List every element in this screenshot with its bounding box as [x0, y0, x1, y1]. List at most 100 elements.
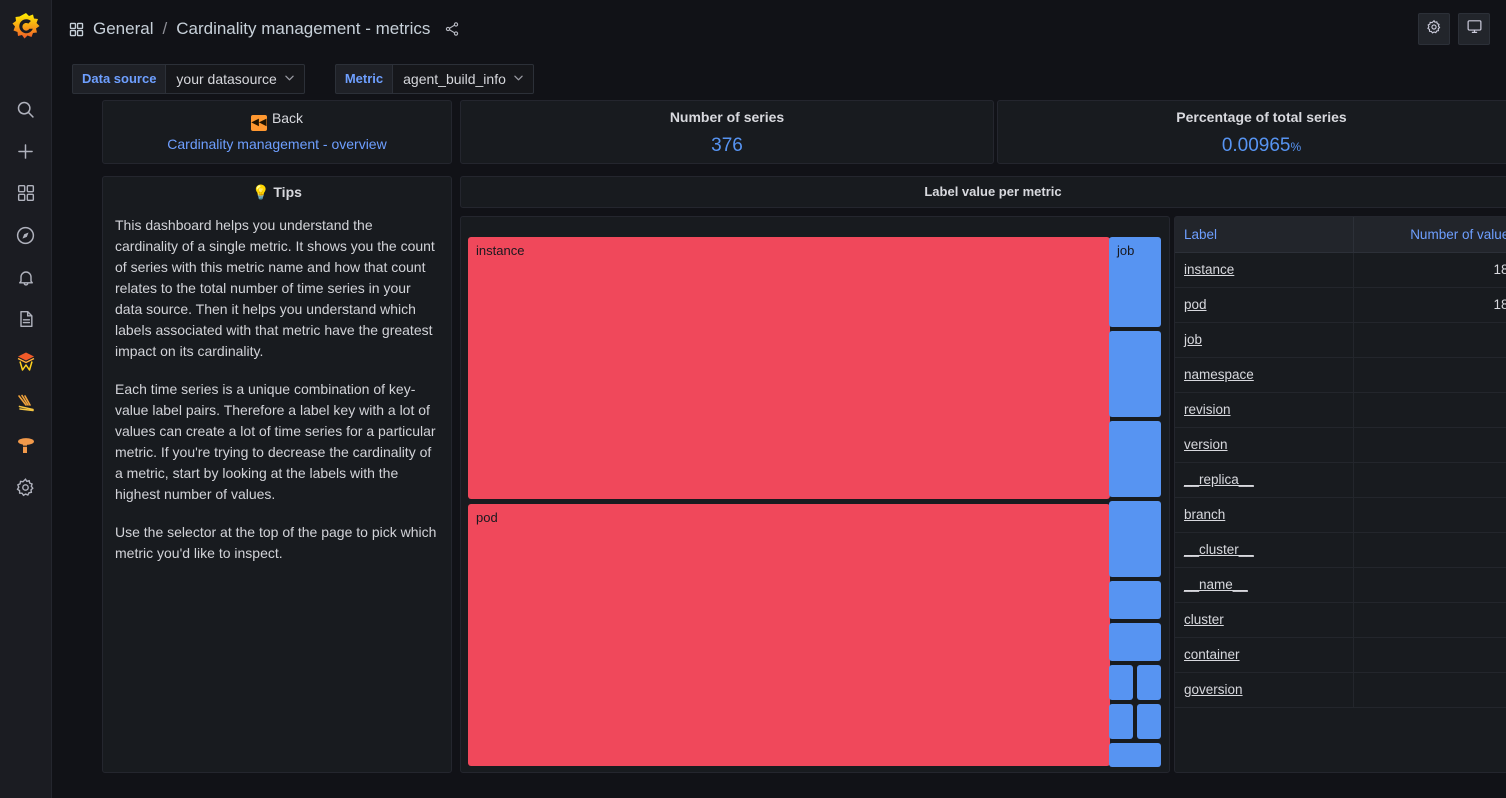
sidebar-item-pyroscope[interactable] [2, 424, 50, 466]
treemap-cell-goversion[interactable] [1109, 743, 1161, 767]
cell-number-of-values: 4 [1353, 392, 1506, 428]
dashboard-canvas: ◀◀ Back Cardinality management - overview… [52, 100, 1506, 798]
compass-icon [15, 225, 36, 246]
treemap-cell-__cluster__[interactable] [1109, 665, 1133, 700]
chevron-down-icon [514, 74, 523, 84]
cell-label: pod [1175, 287, 1354, 323]
grafana-logo-icon[interactable] [7, 8, 45, 46]
variable-datasource: Data source your datasource [72, 64, 305, 94]
panel-number-of-series: Number of series 376 [460, 100, 994, 164]
cell-label: branch [1175, 497, 1354, 533]
back-overview-link[interactable]: Cardinality management - overview [167, 136, 387, 152]
treemap-cell-job[interactable]: job [1109, 237, 1161, 327]
treemap-cell-pod[interactable]: pod [468, 504, 1110, 766]
sidebar-item-explore[interactable] [2, 214, 50, 256]
bell-icon [16, 267, 36, 287]
treemap-cell-__name__[interactable] [1137, 665, 1161, 700]
pyroscope-logo-icon [14, 433, 38, 457]
cell-number-of-values: 1 [1353, 532, 1506, 568]
chevron-down-icon [285, 74, 294, 84]
label-link[interactable]: instance [1184, 262, 1235, 277]
label-link[interactable]: __name__ [1184, 577, 1248, 592]
cell-label: job [1175, 322, 1354, 358]
treemap-cell-version[interactable] [1109, 501, 1161, 577]
label-link[interactable]: namespace [1184, 367, 1254, 382]
treemap-cell-__replica__[interactable] [1109, 581, 1161, 619]
table-row: __name__ 1 [1175, 567, 1506, 603]
sidebar-item-dashboards[interactable] [2, 172, 50, 214]
label-link[interactable]: __cluster__ [1184, 542, 1254, 557]
label-link[interactable]: job [1184, 332, 1203, 347]
panel-treemap: instance pod job [460, 216, 1170, 773]
variable-metric-label[interactable]: Metric [334, 64, 394, 94]
sidebar-item-configuration[interactable] [2, 466, 50, 508]
stat-percentage-value: 0.00965 [1221, 135, 1291, 156]
kiosk-mode-button[interactable] [1458, 13, 1490, 45]
table-row: goversion 1 [1175, 672, 1506, 708]
cell-number-of-values: 2 [1353, 497, 1506, 533]
sidebar-item-create[interactable] [2, 130, 50, 172]
treemap-cell-branch[interactable] [1109, 623, 1161, 661]
table-row: __replica__ 2 [1175, 462, 1506, 498]
label-link[interactable]: __replica__ [1184, 472, 1254, 487]
treemap-cell-cluster[interactable] [1109, 704, 1133, 739]
cell-label: revision [1175, 392, 1354, 428]
cell-number-of-values: 1 [1353, 637, 1506, 673]
panel-title-label-value-per-metric: Label value per metric [924, 184, 1062, 199]
variable-metric-select[interactable]: agent_build_info [393, 64, 534, 94]
panel-label-values-table: Label Number of values instance 188 pod 188… [1174, 216, 1506, 773]
table-row: __cluster__ 1 [1175, 532, 1506, 568]
label-link[interactable]: goversion [1184, 682, 1243, 697]
panel-label-value-per-metric-header: Label value per metric [460, 176, 1506, 208]
share-icon[interactable] [444, 21, 460, 37]
label-link[interactable]: pod [1184, 297, 1207, 312]
main-column: General / Cardinality management - metri… [52, 0, 1506, 798]
cell-number-of-values: 1 [1353, 672, 1506, 708]
sidebar-item-docs[interactable] [2, 298, 50, 340]
label-link[interactable]: cluster [1184, 612, 1224, 627]
cell-number-of-values: 1 [1353, 602, 1506, 638]
back-label: Back [271, 110, 304, 126]
cell-number-of-values: 4 [1353, 427, 1506, 463]
treemap-cell-label: pod [476, 510, 498, 525]
variable-datasource-select[interactable]: your datasource [166, 64, 305, 94]
treemap-cell-revision[interactable] [1109, 421, 1161, 497]
tips-body: This dashboard helps you understand the … [103, 201, 451, 564]
cell-label: cluster [1175, 602, 1354, 638]
plus-icon [15, 141, 36, 162]
label-values-table: Label Number of values instance 188 pod 188… [1175, 217, 1506, 708]
label-link[interactable]: revision [1184, 402, 1231, 417]
variable-datasource-label[interactable]: Data source [72, 64, 167, 94]
sidebar-item-search[interactable] [2, 88, 50, 130]
stat-percentage-unit: % [1290, 140, 1302, 154]
tips-paragraph: This dashboard helps you understand the … [115, 217, 435, 359]
variable-metric-value: agent_build_info [403, 71, 506, 87]
treemap-cell-namespace[interactable] [1109, 331, 1161, 417]
dashboards-grid-icon[interactable] [68, 21, 85, 38]
label-link[interactable]: branch [1184, 507, 1226, 522]
treemap-cell-container[interactable] [1137, 704, 1161, 739]
column-header-label[interactable]: Label [1175, 217, 1354, 253]
panel-title-number-of-series: Number of series [669, 109, 785, 125]
search-icon [15, 99, 36, 120]
column-header-number-of-values[interactable]: Number of values [1353, 217, 1506, 253]
label-link[interactable]: container [1184, 647, 1240, 662]
cell-label: version [1175, 427, 1354, 463]
table-row: container 1 [1175, 637, 1506, 673]
dashboard-settings-button[interactable] [1418, 13, 1450, 45]
sidebar-item-mimir[interactable] [2, 340, 50, 382]
breadcrumb-folder[interactable]: General [93, 19, 154, 38]
cell-number-of-values: 188 [1353, 287, 1506, 323]
panel-title-percentage: Percentage of total series [1176, 109, 1347, 125]
table-row: revision 4 [1175, 392, 1506, 428]
cell-label: goversion [1175, 672, 1354, 708]
cell-label: __name__ [1175, 567, 1354, 603]
label-link[interactable]: version [1184, 437, 1228, 452]
table-row: version 4 [1175, 427, 1506, 463]
mimir-logo-icon [14, 349, 38, 373]
table-row: branch 2 [1175, 497, 1506, 533]
panel-back: ◀◀ Back Cardinality management - overview [102, 100, 452, 164]
sidebar-item-alerting[interactable] [2, 256, 50, 298]
treemap-cell-instance[interactable]: instance [468, 237, 1110, 499]
sidebar-item-loki[interactable] [2, 382, 50, 424]
